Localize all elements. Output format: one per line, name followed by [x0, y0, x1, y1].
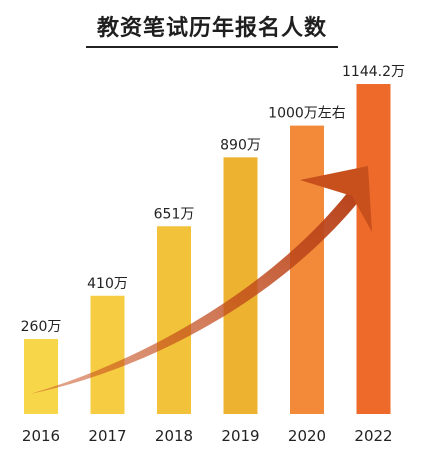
bar-2020 [290, 125, 324, 414]
title-underline [86, 46, 338, 48]
data-label-2018: 651万 [154, 206, 195, 222]
chart-title: 教资笔试历年报名人数 [96, 16, 327, 41]
x-tick-2017: 2017 [88, 427, 126, 445]
trend-arrow-head [300, 166, 372, 232]
x-tick-2020: 2020 [288, 427, 326, 445]
data-label-2016: 260万 [21, 319, 62, 335]
x-tick-labels-group: 2016 2017 2018 2019 2020 2022 [22, 427, 393, 445]
bar-2016 [24, 339, 58, 414]
x-tick-2019: 2019 [221, 427, 259, 445]
x-tick-2018: 2018 [155, 427, 193, 445]
data-label-2019: 890万 [220, 137, 261, 153]
data-label-2020: 1000万左右 [268, 106, 346, 122]
bars-group [24, 84, 391, 414]
trend-arrow-group [30, 166, 372, 394]
x-tick-2022: 2022 [354, 427, 392, 445]
bar-2022 [356, 84, 391, 414]
x-tick-2016: 2016 [22, 427, 60, 445]
bar-2017 [90, 295, 125, 414]
data-label-2022: 1144.2万 [342, 64, 405, 80]
bar-2018 [157, 226, 191, 414]
data-label-2017: 410万 [87, 276, 128, 292]
data-labels-group: 260万 410万 651万 890万 1000万左右 1144.2万 [21, 64, 405, 335]
